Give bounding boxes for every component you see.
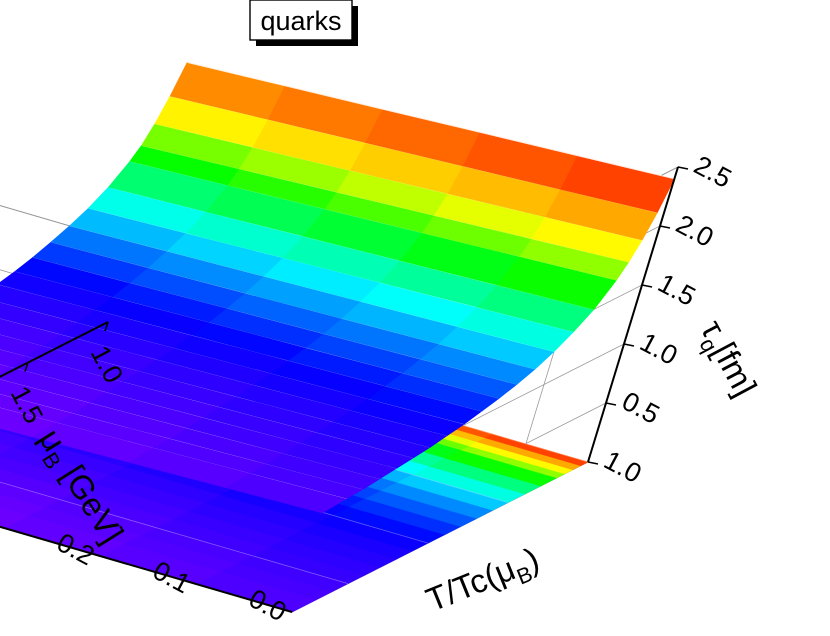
legend-label: quarks bbox=[260, 6, 341, 36]
surface-cell bbox=[0, 348, 28, 367]
floor-cell bbox=[0, 446, 109, 484]
z-axis-tick bbox=[623, 343, 635, 347]
surface-cell bbox=[0, 406, 58, 438]
x-axis-tick bbox=[104, 321, 109, 332]
floor-cell bbox=[0, 507, 29, 529]
y-axis-tick bbox=[186, 580, 197, 585]
y-axis-line bbox=[0, 525, 293, 613]
surface-cell bbox=[0, 333, 44, 357]
legend-box bbox=[249, 0, 353, 41]
z-axis-tick bbox=[605, 402, 617, 406]
z-axis-line bbox=[587, 166, 679, 463]
surface-contour-line bbox=[187, 61, 675, 180]
z-axis-tick-label: 0.5 bbox=[617, 386, 664, 430]
x-axis-title: T/Tc(μB) bbox=[421, 540, 547, 624]
tau-surface bbox=[0, 61, 675, 514]
x-axis-line bbox=[0, 321, 109, 378]
z-axis-tick bbox=[641, 284, 653, 288]
x-axis-title-main: T/Tc( bbox=[421, 557, 503, 619]
floor-cell bbox=[0, 443, 13, 454]
z-axis-tick-label: 2.5 bbox=[689, 150, 736, 194]
z-axis-tick-label: 1.0 bbox=[635, 327, 682, 371]
legend: quarks bbox=[249, 0, 358, 46]
surface-cell bbox=[0, 317, 61, 346]
floor-cell bbox=[0, 469, 77, 500]
z-axis-tick-label: 1.0 bbox=[599, 445, 646, 489]
z-axis-tick-label: 1.5 bbox=[653, 268, 700, 312]
y-axis-tick bbox=[90, 552, 101, 557]
z-axis-title: τq[fm] bbox=[689, 314, 765, 405]
floor-gridline bbox=[0, 481, 349, 585]
z-axis-tick-label: 2.0 bbox=[671, 209, 718, 253]
floor-cell bbox=[0, 481, 61, 509]
z-axis-tick bbox=[677, 166, 689, 170]
floor-cell bbox=[0, 430, 29, 448]
z-axis-tick bbox=[587, 461, 599, 465]
x-axis-tick bbox=[24, 362, 29, 372]
y-axis-tick bbox=[282, 608, 293, 613]
floor-cell bbox=[0, 456, 93, 492]
y-axis-tick bbox=[0, 525, 5, 529]
z-axis-tick bbox=[659, 225, 671, 229]
